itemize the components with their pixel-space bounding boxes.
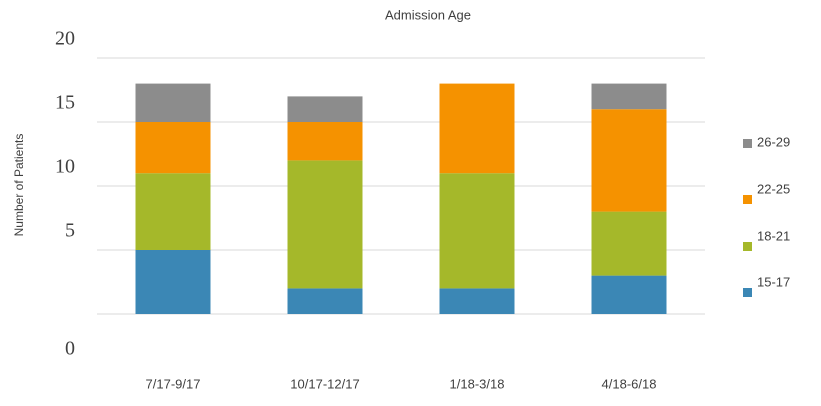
bar-segment [591,83,667,110]
y-tick-label: 5 [65,220,75,242]
legend-label: 18-21 [757,228,790,243]
bar-segment [439,288,515,314]
bar-segment [135,83,211,122]
bar-segment [135,250,211,314]
y-tick-label: 20 [55,28,75,50]
bar-segment [439,173,515,289]
y-tick-label: 15 [55,92,75,114]
bar-segment [287,96,363,122]
bar-segment [287,122,363,161]
bar-segment [287,160,363,289]
x-tick-label: 1/18-3/18 [450,376,505,391]
x-tick-label: 10/17-12/17 [290,376,359,391]
x-tick-label: 7/17-9/17 [146,376,201,391]
legend-label: 15-17 [757,274,790,289]
legend-swatch [743,288,752,297]
bar-segment [135,173,211,250]
x-tick-label: 4/18-6/18 [602,376,657,391]
bar-segment [439,83,515,174]
y-tick-label: 10 [55,156,75,178]
chart-title: Admission Age [385,7,471,22]
legend-label: 26-29 [757,134,790,149]
legend-swatch [743,242,752,251]
legend-label: 22-25 [757,181,790,196]
bar-segment [287,288,363,314]
y-tick-label: 0 [65,338,75,360]
y-axis-title: Number of Patients [12,134,26,237]
bar-segment [135,122,211,174]
bar-segment [591,109,667,212]
legend-swatch [743,139,752,148]
bar-segment [591,211,667,276]
legend-swatch [743,195,752,204]
bar-segment [591,275,667,314]
